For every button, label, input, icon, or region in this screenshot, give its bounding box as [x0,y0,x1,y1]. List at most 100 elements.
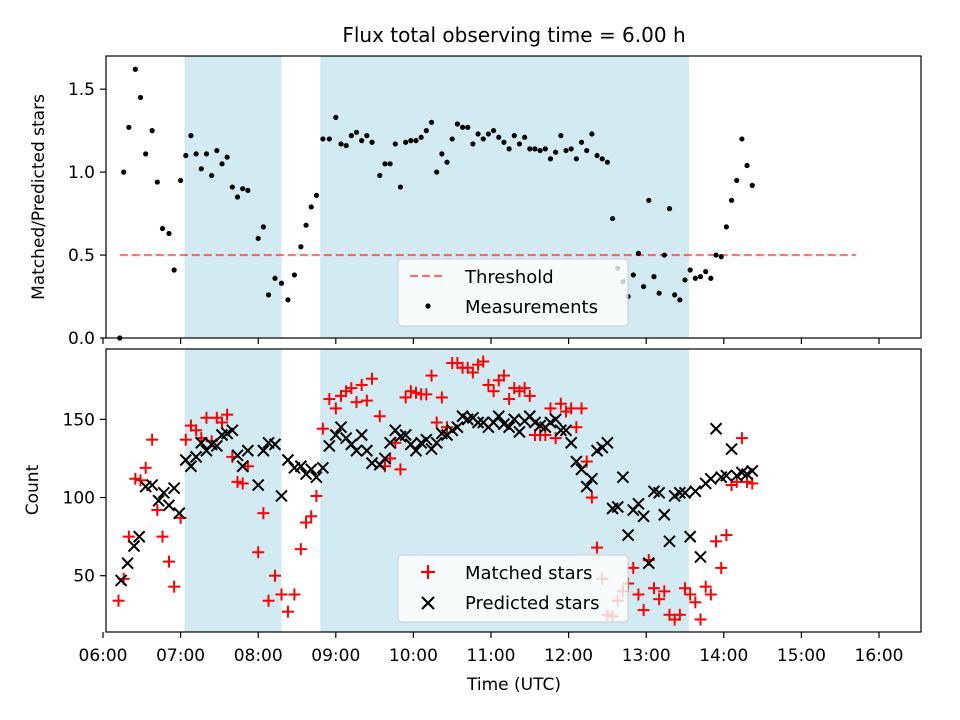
x-axis-label: Time (UTC) [466,675,561,695]
predicted-star-marker [133,530,146,543]
x-tick-label: 07:00 [156,646,205,666]
matched-star-marker [310,489,323,502]
bottom-legend: Matched stars Predicted stars [397,554,629,623]
matched-star-marker [503,393,516,406]
matched-star-marker [632,588,645,601]
measurement-point [369,139,375,145]
measurement-point [630,272,636,278]
matched-star-marker [288,588,301,601]
matched-star-marker [497,369,510,382]
top-legend-measurements-swatch [425,303,431,309]
measurement-point [397,184,404,190]
measurement-point [178,177,184,184]
measurement-point [132,66,138,72]
predicted-star-marker [167,481,181,495]
measurement-point [537,147,543,154]
measurement-point [516,141,523,147]
measurement-point [159,225,166,232]
measurement-point [265,292,272,298]
matched-star-marker [430,416,443,429]
matched-star-marker [200,411,213,424]
bot-y-tick-label: 50 [73,567,95,587]
matched-star-marker [316,422,329,435]
matched-star-marker [684,588,697,601]
measurement-point [532,146,538,152]
matched-star-marker [544,402,557,415]
predicted-star-marker [189,450,203,464]
matched-star-marker [425,369,438,382]
matched-star-marker [487,385,500,398]
measurement-point [183,152,189,159]
predicted-star-marker [601,436,614,450]
matched-star-marker [329,402,342,415]
top-shade-interval-0 [184,56,282,338]
matched-star-marker [518,382,531,395]
measurement-point [209,172,215,179]
predicted-star-marker [173,506,186,520]
measurement-point [465,124,471,130]
matched-star-marker [281,605,294,618]
matched-star-marker [146,433,159,446]
predicted-star-marker [383,436,397,450]
predicted-star-marker [746,464,759,478]
measurement-point [563,147,569,154]
matched-star-marker [257,507,270,520]
measurement-point [661,252,667,258]
measurement-point [285,297,291,303]
measurement-point [171,267,177,273]
matched-star-marker [694,613,707,626]
measurement-point [343,142,349,149]
predicted-star-marker [305,463,318,476]
measurement-point [501,139,507,145]
matched-star-marker [404,385,417,398]
matched-star-marker [565,402,578,415]
measurement-point [428,119,435,125]
measurement-point [377,172,383,179]
measurement-point [692,275,698,281]
predicted-star-marker [658,508,671,521]
measurement-point [744,162,750,169]
predicted-star-marker [694,550,707,564]
measurement-point [423,128,429,134]
top-x-ticks [102,338,880,344]
matched-star-marker [134,474,147,487]
measurement-point [353,129,360,135]
measurement-point [320,136,326,142]
predicted-star-marker [492,410,505,423]
measurement-point [313,192,319,198]
measurement-point [439,151,445,157]
matched-star-marker [345,382,358,395]
measurement-point [303,222,309,228]
measurement-point [308,204,314,210]
bottom-panel: 50 100 150 06:00 07:00 08:00 09:00 10:00 11:00 1… [23,348,922,695]
measurement-point [641,283,647,290]
predicted-star-marker [294,460,308,473]
top-legend-measurements-label: Measurements [465,297,598,318]
figure-title: Flux total observing time = 6.00 h [342,23,685,47]
predicted-star-marker [689,485,702,498]
predicted-star-marker [549,413,562,426]
predicted-star-marker [580,480,593,493]
bottom-legend-predicted-swatch [421,596,435,610]
predicted-star-marker [632,497,645,510]
measurement-point [728,197,735,203]
matched-star-marker [355,378,368,391]
measurement-point [418,134,424,140]
top-legend: Threshold Measurements [397,258,629,327]
matched-star-marker [554,397,567,410]
matched-star-marker [399,391,412,404]
matched-star-marker [409,386,422,399]
matched-star-marker [129,472,142,485]
measurement-point [214,147,220,154]
predicted-star-marker [451,420,464,434]
predicted-star-marker [257,444,270,457]
measurement-point [646,197,652,203]
matched-star-marker [231,475,244,488]
top-legend-box [397,258,629,327]
predicted-star-marker [420,433,433,446]
x-tick-label: 14:00 [699,646,748,666]
top-y-tick-label: 0.5 [68,246,95,266]
predicted-star-marker [316,461,330,475]
measurement-point [718,254,724,260]
measurement-point [121,169,127,175]
